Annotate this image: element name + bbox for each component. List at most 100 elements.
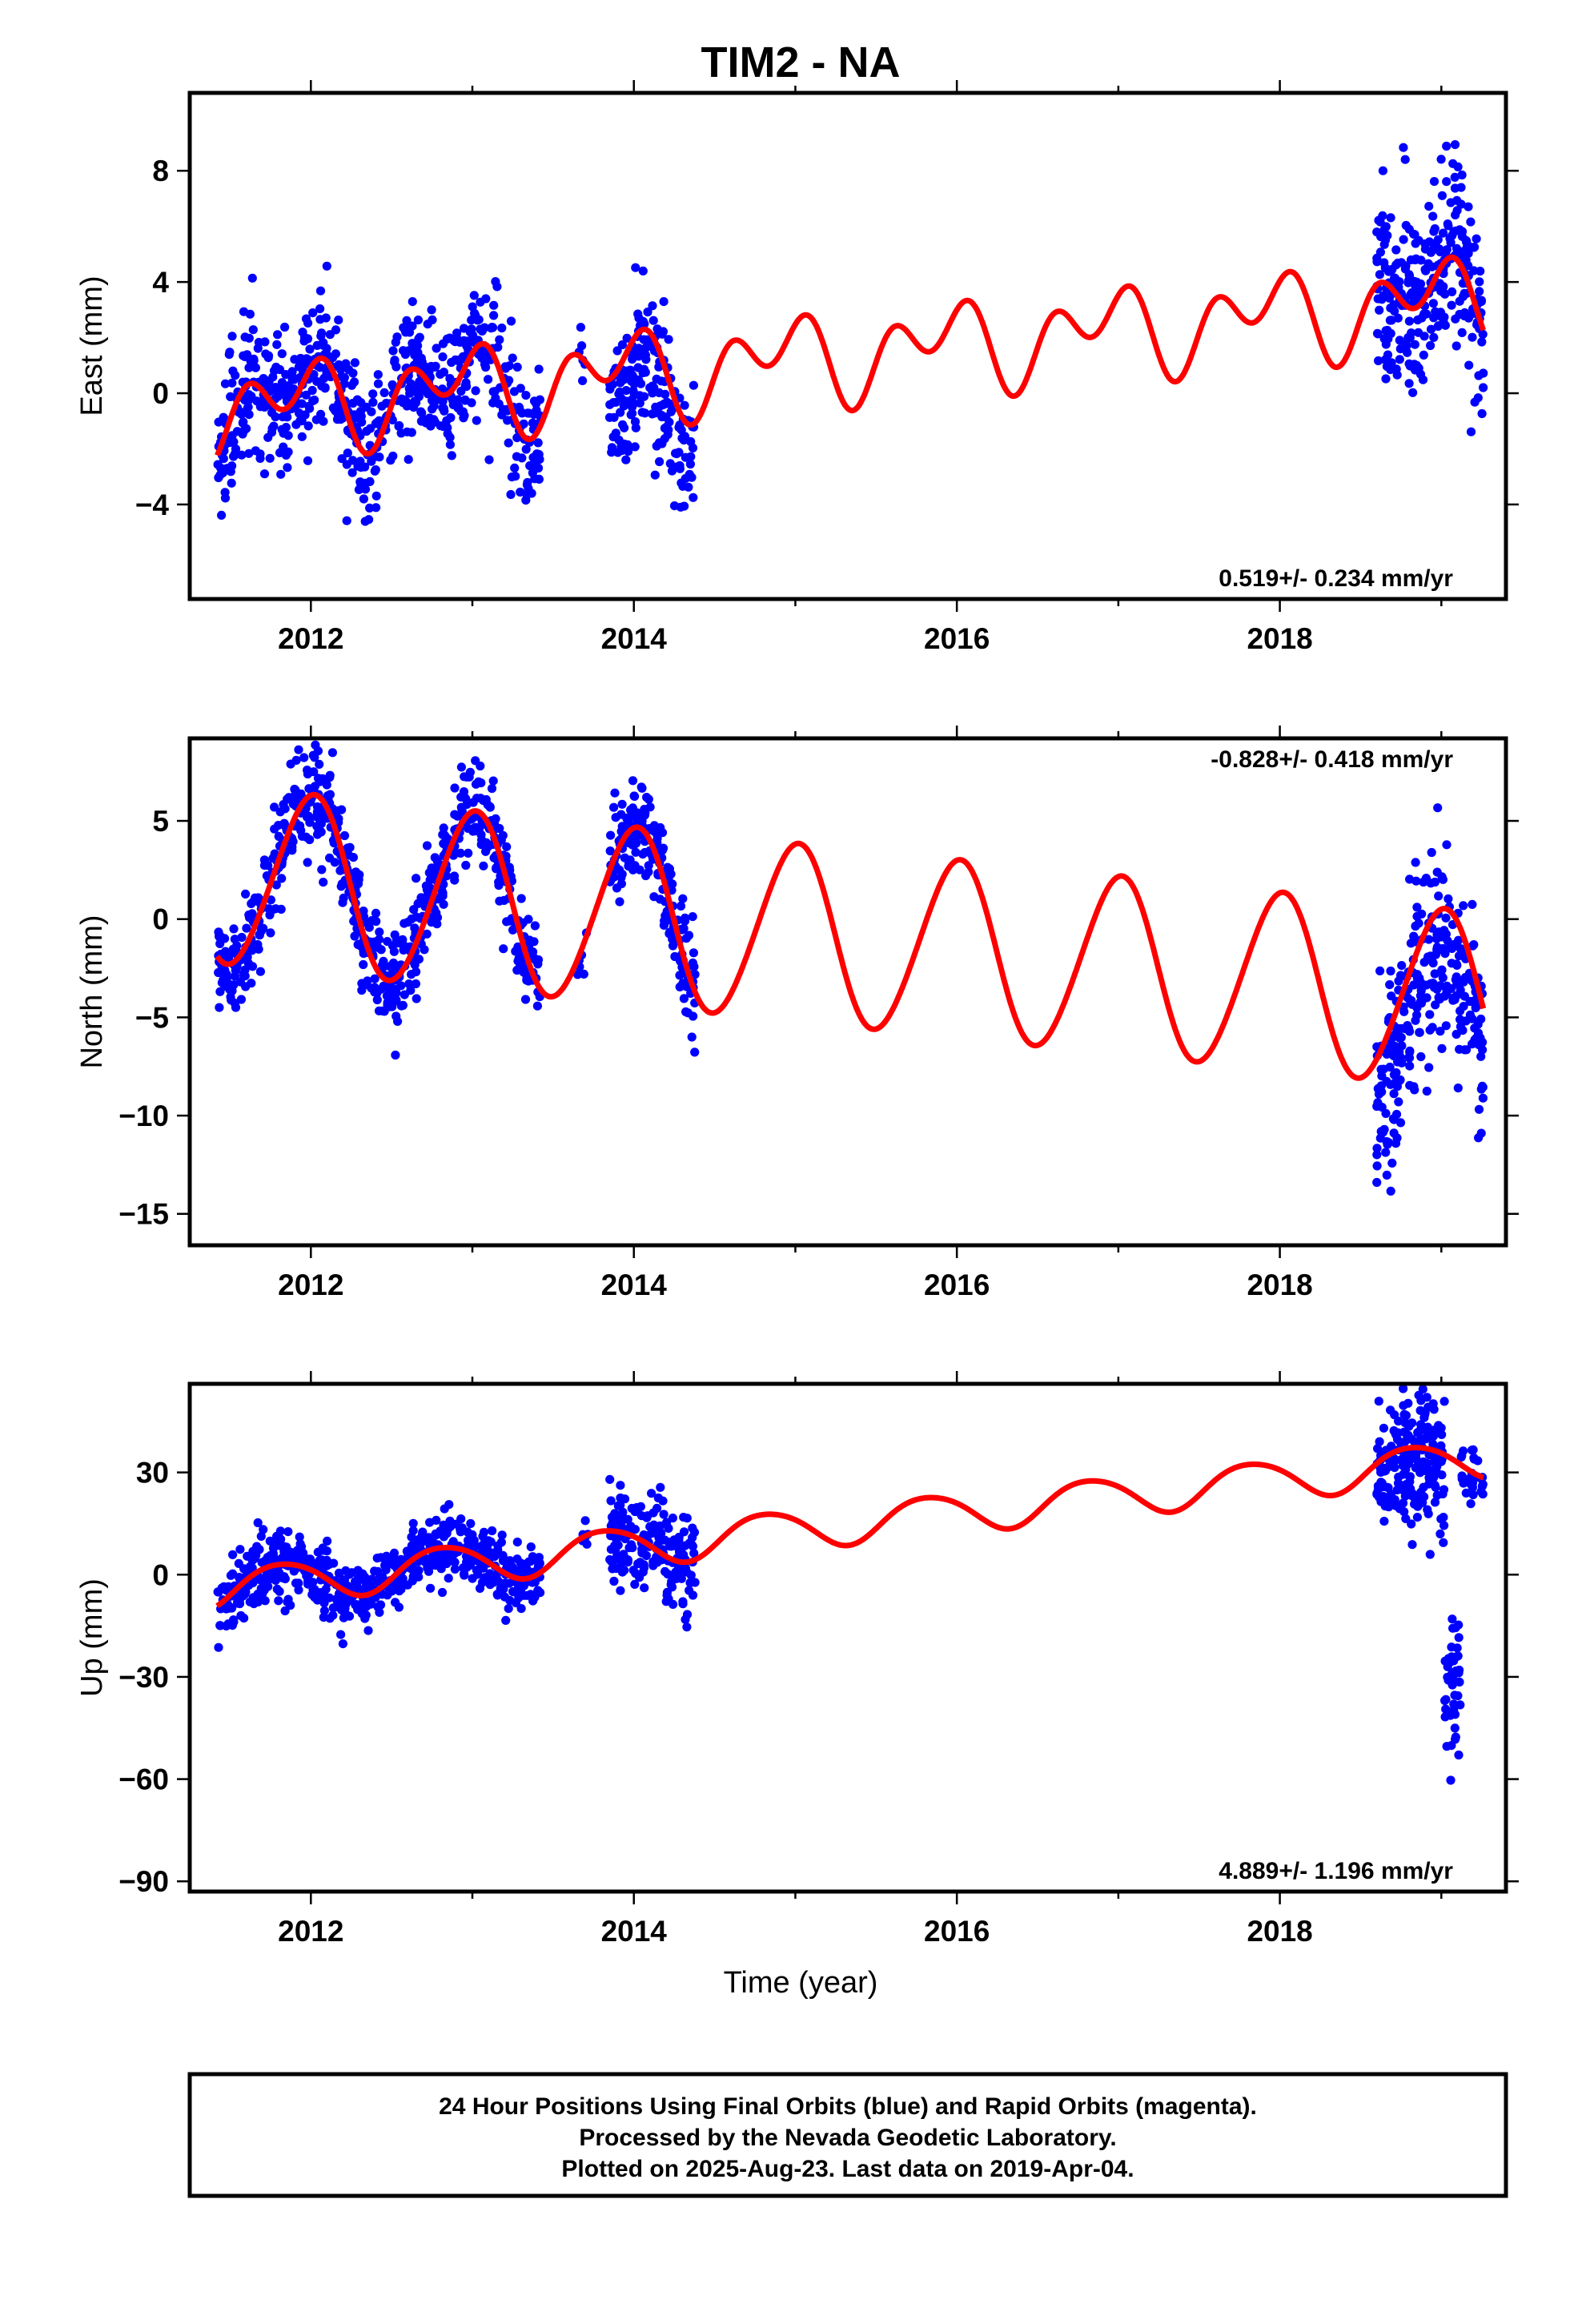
east-data-point	[1383, 325, 1392, 336]
east-data-point	[685, 459, 696, 469]
north-data-point	[461, 794, 471, 803]
east-data-point	[528, 468, 538, 478]
east-data-point	[484, 455, 494, 464]
up-data-point	[1375, 1481, 1384, 1490]
north-data-point	[1387, 1158, 1397, 1168]
east-data-point	[396, 428, 406, 438]
up-data-point	[274, 1596, 283, 1606]
up-data-point	[1420, 1434, 1430, 1444]
north-data-point	[345, 842, 355, 852]
up-data-point	[512, 1538, 522, 1547]
north-panel: 2012 2014 2016 2018 −15 −10 −5 0 5 North (mm) -0.8…	[75, 726, 1519, 1301]
north-data-point	[1415, 973, 1424, 983]
north-data-point	[1405, 1061, 1415, 1071]
north-data-point	[312, 802, 323, 812]
east-data-point	[1443, 219, 1452, 229]
up-data-point	[214, 1642, 223, 1652]
east-data-point	[371, 465, 380, 475]
east-data-point	[438, 352, 448, 362]
north-data-point	[271, 880, 281, 890]
up-data-point	[324, 1593, 334, 1602]
north-data-point	[361, 979, 371, 988]
up-data-point	[620, 1494, 630, 1504]
north-data-point	[312, 822, 322, 831]
up-data-point	[1454, 1750, 1464, 1760]
north-data-point	[1381, 1148, 1391, 1157]
east-data-point	[621, 386, 631, 396]
north-data-point	[616, 810, 626, 819]
up-data-point	[213, 1587, 223, 1597]
east-data-point	[648, 387, 657, 396]
east-data-point	[220, 379, 231, 388]
east-data-point	[1399, 143, 1408, 152]
east-data-point	[279, 442, 288, 452]
east-data-point	[1414, 328, 1423, 337]
chart-title: TIM2 - NA	[701, 38, 901, 86]
east-data-point	[1403, 348, 1412, 357]
x-tick-label: 2012	[278, 1915, 343, 1948]
east-data-point	[1393, 313, 1403, 323]
east-data-point	[1437, 191, 1447, 200]
east-data-point	[533, 438, 543, 448]
up-data-point	[1448, 1623, 1458, 1633]
north-data-point	[504, 916, 515, 926]
y-tick-label: −90	[118, 1865, 169, 1898]
east-data-point	[220, 493, 231, 503]
east-data-point	[413, 348, 423, 357]
east-data-point	[1377, 293, 1387, 303]
north-data-point	[1458, 1026, 1468, 1035]
up-data-point	[536, 1588, 545, 1598]
east-data-point	[621, 455, 631, 464]
north-data-point	[456, 762, 467, 772]
east-data-point	[438, 396, 448, 406]
east-data-point	[295, 416, 305, 426]
east-data-point	[272, 340, 282, 349]
east-data-point	[359, 494, 368, 504]
north-data-point	[309, 767, 319, 777]
east-data-point	[1456, 183, 1466, 192]
up-data-point	[1374, 1397, 1383, 1406]
north-data-point	[297, 831, 307, 841]
north-data-point	[1454, 935, 1464, 945]
north-data-point	[312, 830, 323, 839]
up-data-point	[1399, 1409, 1409, 1419]
up-data-point	[679, 1513, 689, 1522]
north-data-point	[520, 995, 531, 1004]
north-data-point	[687, 1032, 697, 1042]
north-data-point	[606, 830, 616, 840]
east-data-point	[534, 364, 544, 374]
north-data-point	[676, 901, 686, 911]
east-data-point	[664, 335, 673, 344]
up-y-axis-label: Up (mm)	[75, 1578, 109, 1697]
east-data-point	[439, 422, 448, 432]
east-data-point	[1386, 213, 1395, 223]
up-data-point	[635, 1573, 644, 1582]
east-data-point	[320, 384, 330, 393]
north-data-point	[422, 841, 432, 850]
up-data-point	[1441, 1704, 1451, 1714]
up-data-point	[1399, 1458, 1409, 1467]
east-data-point	[689, 493, 698, 502]
north-data-point	[1389, 1089, 1399, 1099]
up-data-point	[464, 1560, 473, 1570]
east-data-point	[1447, 300, 1456, 310]
north-data-point	[367, 915, 377, 926]
north-model-curve	[215, 791, 1487, 1081]
north-data-point	[319, 878, 328, 887]
up-data-point	[1440, 1695, 1450, 1706]
east-data-point	[1477, 337, 1487, 347]
up-data-point	[1399, 1401, 1408, 1410]
up-data-point	[526, 1557, 536, 1566]
x-tick-label: 2016	[924, 622, 990, 655]
up-data-point	[623, 1557, 632, 1567]
east-data-point	[1439, 317, 1448, 327]
east-data-point	[512, 362, 522, 372]
up-data-point	[321, 1584, 331, 1594]
east-data-point	[373, 370, 383, 380]
north-data-point	[1376, 1127, 1386, 1136]
up-data-point	[1459, 1446, 1468, 1456]
east-data-point	[1381, 374, 1391, 384]
up-data-point	[1432, 1490, 1442, 1500]
north-y-axis-label: North (mm)	[75, 915, 109, 1068]
north-data-point	[420, 945, 429, 955]
